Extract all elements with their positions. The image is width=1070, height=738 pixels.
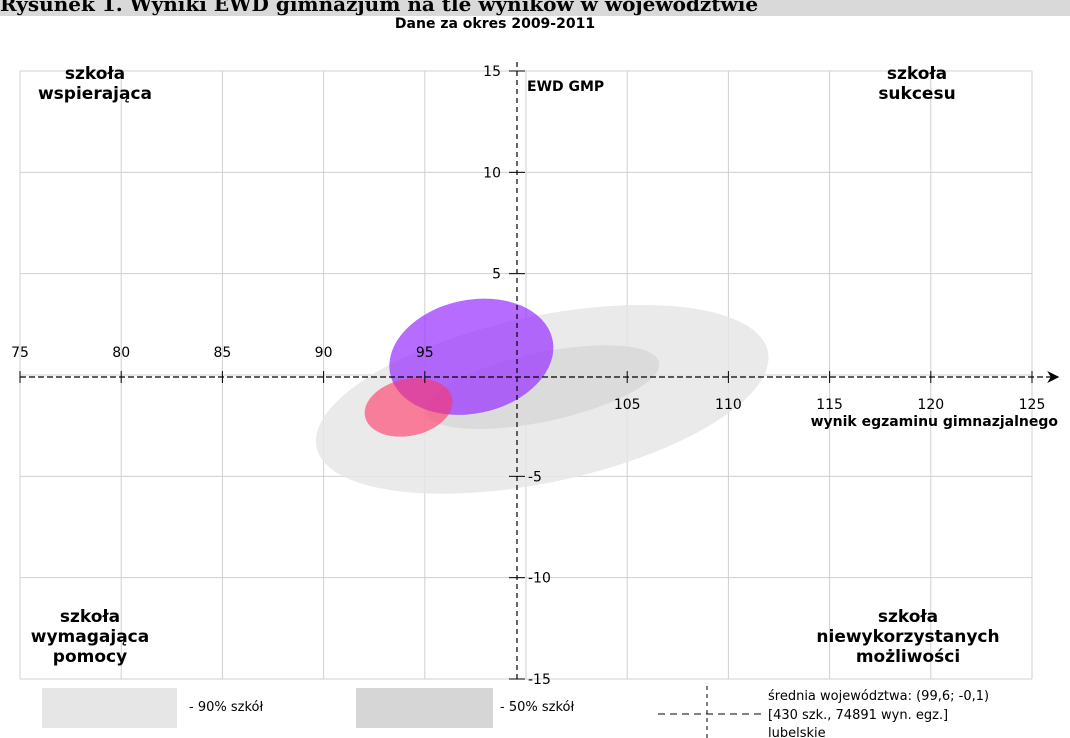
x-tick-label: 90 — [315, 345, 333, 361]
quadrant-label-bottom-left: szkoła — [60, 607, 120, 627]
top-bar — [0, 0, 1070, 16]
y-tick-label: 15 — [483, 64, 501, 80]
x-tick-label: 75 — [11, 345, 29, 361]
x-tick-label: 125 — [1019, 397, 1046, 413]
legend-swatch-50 — [356, 688, 493, 728]
quadrant-label-top-right: szkoła — [887, 64, 947, 84]
x-tick-label: 115 — [816, 397, 843, 413]
y-tick-label: -15 — [528, 672, 551, 688]
quadrant-label-bottom-right: szkoła — [878, 607, 938, 627]
x-tick-label: 110 — [715, 397, 742, 413]
axes — [19, 62, 1060, 680]
y-tick-label: 5 — [492, 267, 501, 283]
y-tick-label: -10 — [528, 571, 551, 587]
chart-texts: Dane za okres 2009-2011 EWD GMP wynik egza… — [31, 16, 1059, 667]
legend: - 90% szkół - 50% szkół średnia województw… — [42, 686, 989, 738]
x-tick-label: 120 — [917, 397, 944, 413]
legend-average-count: [430 szk., 74891 wyn. egz.] — [768, 708, 948, 723]
school-ellipse-red — [364, 378, 453, 437]
x-tick-label: 85 — [213, 345, 231, 361]
figure-heading: Rysunek 1. Wyniki EWD gimnazjum na tle w… — [0, 0, 759, 16]
quadrant-label-top-right: sukcesu — [878, 84, 955, 104]
regions — [315, 298, 769, 494]
legend-swatch-90 — [42, 688, 177, 728]
legend-average-region: lubelskie — [768, 726, 826, 738]
quadrant-label-top-left: szkoła — [65, 64, 125, 84]
x-axis-label: wynik egzaminu gimnazjalnego — [811, 414, 1059, 430]
quadrant-label-bottom-left: wymagająca — [31, 627, 149, 647]
x-tick-label: 80 — [112, 345, 130, 361]
legend-average-text: średnia województwa: (99,6; -0,1) — [768, 689, 989, 704]
y-tick-label: 10 — [483, 165, 501, 181]
quadrant-label-top-left: wspierająca — [38, 84, 152, 104]
y-tick-label: -5 — [528, 469, 542, 485]
legend-label-50: - 50% szkół — [500, 700, 574, 715]
y-axis-label: EWD GMP — [527, 79, 604, 95]
legend-label-90: - 90% szkół — [189, 700, 263, 715]
quadrant-label-bottom-left: pomocy — [53, 647, 127, 667]
x-tick-label: 105 — [614, 397, 641, 413]
quadrant-label-bottom-right: możliwości — [856, 647, 960, 667]
quadrant-label-bottom-right: niewykorzystanych — [816, 627, 999, 647]
chart-title: Dane za okres 2009-2011 — [395, 16, 595, 32]
x-tick-label: 95 — [416, 345, 434, 361]
